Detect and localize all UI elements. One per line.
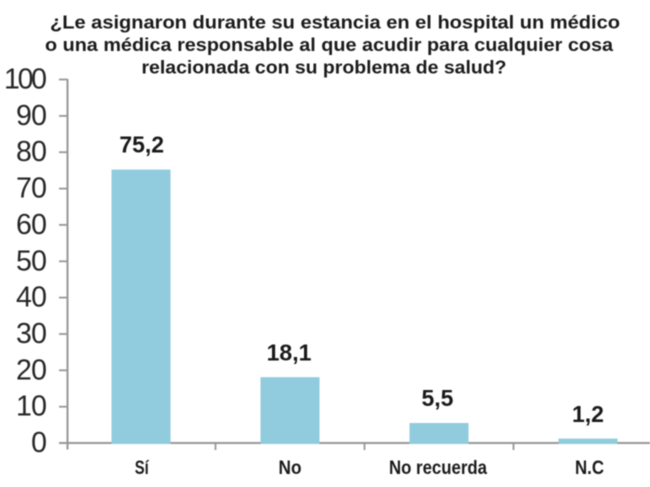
svg-text:10: 10 — [16, 391, 47, 423]
svg-text:o una médica responsable al qu: o una médica responsable al que acudir p… — [45, 34, 614, 55]
svg-text:75,2: 75,2 — [119, 132, 164, 158]
svg-text:Sí: Sí — [135, 457, 149, 479]
svg-text:50: 50 — [16, 245, 47, 277]
svg-text:relacionada con su problema de: relacionada con su problema de salud? — [142, 57, 507, 78]
svg-text:0: 0 — [31, 427, 47, 459]
svg-text:No: No — [279, 457, 302, 479]
svg-text:40: 40 — [16, 282, 47, 314]
svg-text:No recuerda: No recuerda — [389, 457, 487, 479]
svg-text:80: 80 — [16, 136, 47, 168]
svg-text:5,5: 5,5 — [422, 385, 454, 411]
svg-text:90: 90 — [16, 100, 47, 132]
svg-text:N.C: N.C — [575, 457, 604, 479]
svg-text:30: 30 — [16, 318, 47, 350]
svg-text:¿Le asignaron durante su estan: ¿Le asignaron durante su estancia en el … — [50, 12, 620, 33]
svg-text:60: 60 — [16, 209, 47, 241]
svg-text:70: 70 — [16, 173, 47, 205]
svg-text:100: 100 — [4, 64, 47, 96]
svg-text:18,1: 18,1 — [267, 339, 312, 365]
svg-text:1,2: 1,2 — [572, 401, 604, 427]
svg-text:20: 20 — [16, 354, 47, 386]
